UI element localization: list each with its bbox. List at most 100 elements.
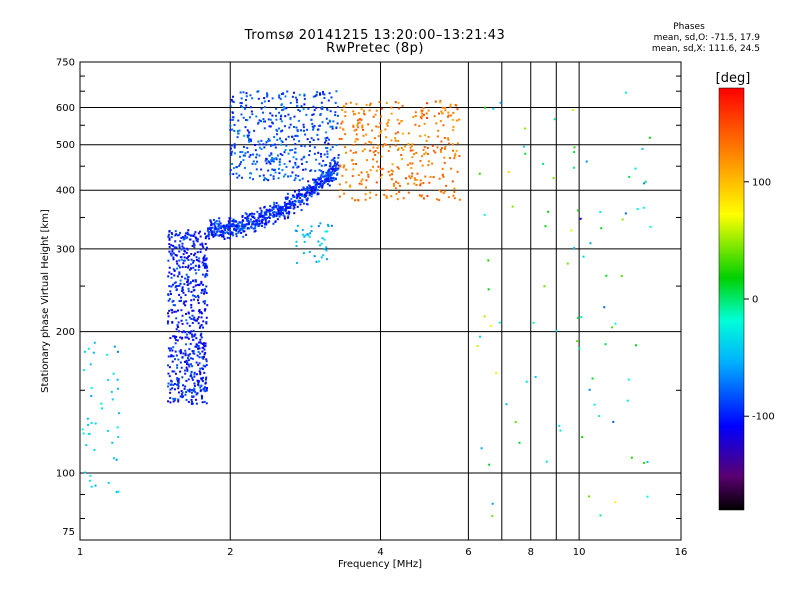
data-point [219,233,222,236]
data-point [281,109,284,112]
data-point [422,113,425,116]
data-point [231,225,234,228]
data-point [177,321,180,324]
data-point [173,310,176,313]
data-point [334,114,337,117]
data-point [184,331,187,334]
data-point [202,326,205,329]
data-point [426,116,429,119]
data-point [409,146,412,149]
data-point [249,218,252,221]
data-point [411,172,414,175]
data-point [394,101,397,104]
data-point [555,329,558,332]
data-point [360,171,363,174]
data-point [181,242,184,245]
data-point [599,210,602,213]
data-point [479,335,482,338]
data-point [187,283,190,286]
data-point [302,126,305,129]
data-point [270,153,273,156]
data-point [238,224,241,227]
data-point [451,118,454,121]
data-point [553,118,556,121]
data-point [198,257,201,260]
data-point [171,370,174,373]
data-point [352,163,355,166]
data-point [644,180,647,183]
data-point [315,158,318,161]
data-point [326,180,329,183]
data-point [316,133,319,136]
data-point [310,186,313,189]
data-point [323,141,326,144]
data-point [170,354,173,357]
data-point [309,192,312,195]
data-point [116,350,119,353]
data-point [334,101,337,104]
data-point [248,155,251,158]
data-point [356,124,359,127]
data-point [437,129,440,132]
data-point [337,164,340,167]
data-point [351,197,354,200]
data-point [282,214,285,217]
data-point [309,232,312,235]
data-point [312,190,315,193]
data-point [179,361,182,364]
data-point [169,337,172,340]
data-point [233,129,236,132]
data-point [271,144,274,147]
data-point [283,107,286,110]
data-point [331,125,334,128]
data-point [263,100,266,103]
data-point [191,321,194,324]
data-point [299,197,302,200]
data-point [202,357,205,360]
data-point [247,139,250,142]
data-point [186,357,189,360]
data-point [455,149,458,152]
data-point [293,212,296,215]
data-point [326,174,329,177]
data-point [312,185,315,188]
data-point [177,400,180,403]
data-point [265,141,268,144]
data-point [214,227,217,230]
data-point [361,126,364,129]
data-point [202,300,205,303]
data-point [326,107,329,110]
data-point [331,146,334,149]
data-point [604,343,607,346]
data-point [420,117,423,120]
data-point [192,259,195,262]
data-point [355,128,358,131]
data-point [261,111,264,114]
data-point [257,97,260,100]
data-point [450,114,453,117]
data-point [187,363,190,366]
data-point [182,291,185,294]
data-point [174,397,177,400]
data-point [217,234,220,237]
x-tick-label: 6 [465,547,471,558]
data-point [385,136,388,139]
data-point [301,228,304,231]
data-point [281,205,284,208]
data-point [369,169,372,172]
data-point [174,286,177,289]
data-point [301,199,304,202]
data-point [427,109,430,112]
data-point [181,265,184,268]
data-point [252,220,255,223]
data-point [322,159,325,162]
data-point [175,310,178,313]
data-point [205,265,208,268]
data-point [456,108,459,111]
data-point [279,152,282,155]
data-point [254,225,257,228]
data-point [258,143,261,146]
data-point [323,93,326,96]
data-point [191,314,194,317]
data-point [186,248,189,251]
